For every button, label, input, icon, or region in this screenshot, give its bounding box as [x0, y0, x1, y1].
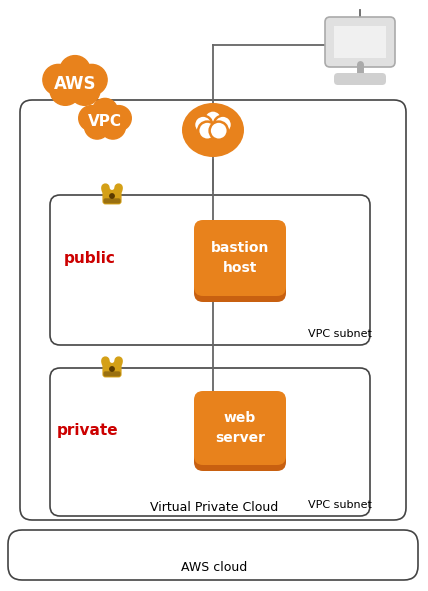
FancyBboxPatch shape	[50, 368, 370, 516]
FancyBboxPatch shape	[194, 226, 286, 302]
Ellipse shape	[182, 103, 244, 157]
Circle shape	[100, 114, 125, 139]
Circle shape	[69, 74, 100, 105]
FancyBboxPatch shape	[8, 530, 418, 580]
Text: Virtual Private Cloud: Virtual Private Cloud	[150, 501, 278, 514]
Circle shape	[204, 111, 222, 129]
Circle shape	[50, 74, 81, 105]
FancyBboxPatch shape	[334, 26, 386, 58]
FancyBboxPatch shape	[102, 364, 122, 378]
Circle shape	[43, 64, 74, 95]
Text: web
server: web server	[215, 411, 265, 445]
Circle shape	[84, 114, 110, 139]
Circle shape	[59, 56, 90, 86]
Circle shape	[79, 106, 104, 131]
FancyBboxPatch shape	[50, 195, 370, 345]
FancyBboxPatch shape	[102, 191, 122, 204]
FancyBboxPatch shape	[334, 73, 386, 85]
Circle shape	[194, 116, 212, 134]
Circle shape	[198, 122, 217, 140]
Circle shape	[110, 194, 114, 198]
Text: AWS: AWS	[54, 75, 96, 93]
Circle shape	[92, 98, 118, 124]
FancyBboxPatch shape	[194, 391, 286, 465]
Text: AWS cloud: AWS cloud	[181, 561, 247, 574]
FancyBboxPatch shape	[20, 100, 406, 520]
Circle shape	[110, 367, 114, 371]
Circle shape	[106, 106, 131, 131]
FancyBboxPatch shape	[194, 220, 286, 296]
Text: VPC subnet: VPC subnet	[308, 329, 372, 339]
Text: bastion
host: bastion host	[211, 241, 269, 275]
Circle shape	[76, 64, 107, 95]
Text: VPC: VPC	[88, 114, 122, 129]
Circle shape	[214, 116, 232, 134]
Text: VPC subnet: VPC subnet	[308, 500, 372, 510]
FancyBboxPatch shape	[325, 17, 395, 67]
Text: public: public	[64, 251, 116, 265]
FancyBboxPatch shape	[194, 397, 286, 471]
Circle shape	[210, 122, 228, 140]
FancyBboxPatch shape	[104, 199, 121, 203]
Text: private: private	[57, 423, 119, 437]
FancyBboxPatch shape	[104, 371, 121, 376]
